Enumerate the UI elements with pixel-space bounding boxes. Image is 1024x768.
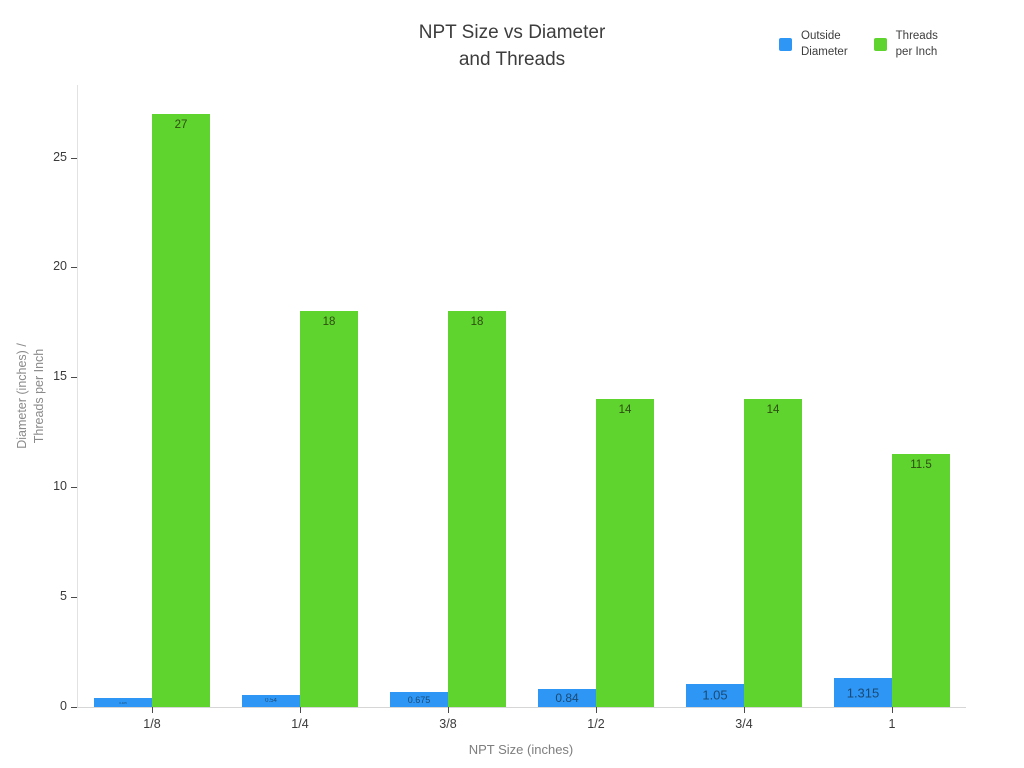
y-tick-mark — [71, 597, 77, 599]
chart-title: NPT Size vs Diameter and Threads — [0, 19, 1024, 73]
x-tick-mark — [891, 707, 893, 713]
x-tick-label: 1/4 — [291, 717, 309, 731]
y-tick-label: 5 — [60, 589, 67, 604]
bar-threads-per-inch-3-4[interactable]: 14 — [744, 399, 802, 707]
x-tick-mark — [299, 707, 301, 713]
bar-outside-diameter-1-8[interactable]: 0.405 — [94, 698, 152, 707]
y-tick-label: 20 — [53, 259, 67, 274]
bar-value-label: 14 — [766, 404, 780, 417]
legend-item-outside-diameter[interactable]: Outside Diameter — [779, 29, 848, 60]
x-tick-mark — [595, 707, 597, 713]
bar-outside-diameter-1[interactable]: 1.315 — [834, 678, 892, 707]
bar-value-label: 0.54 — [265, 698, 277, 705]
bar-value-label: 14 — [618, 404, 632, 417]
bar-outside-diameter-1-2[interactable]: 0.84 — [538, 688, 596, 707]
x-axis-title: NPT Size (inches) — [468, 742, 574, 757]
y-tick-mark — [71, 377, 77, 379]
x-tick-label: 1/2 — [587, 717, 605, 731]
bar-value-label: 0.675 — [407, 694, 431, 705]
bar-value-label: 18 — [470, 316, 484, 329]
bar-value-label: 1.05 — [702, 687, 728, 703]
x-tick-label: 1/8 — [143, 717, 161, 731]
bar-value-label: 18 — [322, 316, 336, 329]
bar-outside-diameter-3-8[interactable]: 0.675 — [390, 692, 448, 707]
legend-label-outside-diameter: Outside Diameter — [801, 30, 848, 58]
y-tick-mark — [71, 487, 77, 489]
bar-value-label: 0.84 — [555, 690, 579, 705]
legend: Outside Diameter Threads per Inch — [779, 29, 938, 60]
chart-title-line2: and Threads — [458, 49, 566, 70]
plot-area[interactable]: 0 5 10 15 20 25 1/8 1/4 3/8 1/2 3/4 1 0.405 0.54 0.675… — [53, 85, 966, 731]
y-tick-mark — [71, 707, 77, 708]
x-tick-label: 3/8 — [439, 717, 457, 731]
bar-value-label: 1.315 — [846, 685, 880, 701]
y-tick-label: 25 — [53, 149, 67, 164]
bar-threads-per-inch-1-2[interactable]: 14 — [596, 399, 654, 707]
y-tick-label: 0 — [60, 699, 67, 713]
chart-title-line1: NPT Size vs Diameter — [418, 22, 606, 43]
x-tick-mark — [743, 707, 745, 713]
bar-threads-per-inch-1-4[interactable]: 18 — [300, 311, 358, 707]
bar-value-label: 27 — [174, 118, 188, 131]
bar-outside-diameter-1-4[interactable]: 0.54 — [242, 695, 300, 707]
legend-swatch-outside-diameter — [779, 38, 792, 51]
x-tick-mark — [447, 707, 449, 713]
legend-label-threads-per-inch: Threads per Inch — [895, 30, 938, 58]
bar-value-label: 0.405 — [119, 700, 127, 705]
x-tick-label: 1 — [888, 717, 896, 731]
y-axis-title: Diameter (inches) / Threads per Inch — [15, 343, 46, 449]
bar-value-label: 11.5 — [910, 459, 932, 472]
legend-item-threads-per-inch[interactable]: Threads per Inch — [873, 29, 938, 60]
bar-outside-diameter-3-4[interactable]: 1.05 — [686, 683, 744, 707]
x-tick-mark — [151, 707, 153, 713]
x-tick-label: 3/4 — [735, 717, 753, 731]
bar-threads-per-inch-1[interactable]: 11.5 — [892, 454, 950, 707]
y-tick-label: 10 — [53, 479, 67, 494]
y-tick-label: 15 — [53, 369, 67, 384]
y-tick-mark — [71, 157, 77, 159]
y-tick-mark — [71, 267, 77, 269]
bar-threads-per-inch-1-8[interactable]: 27 — [152, 113, 210, 707]
bar-threads-per-inch-3-8[interactable]: 18 — [448, 311, 506, 707]
legend-swatch-threads-per-inch — [873, 38, 887, 51]
